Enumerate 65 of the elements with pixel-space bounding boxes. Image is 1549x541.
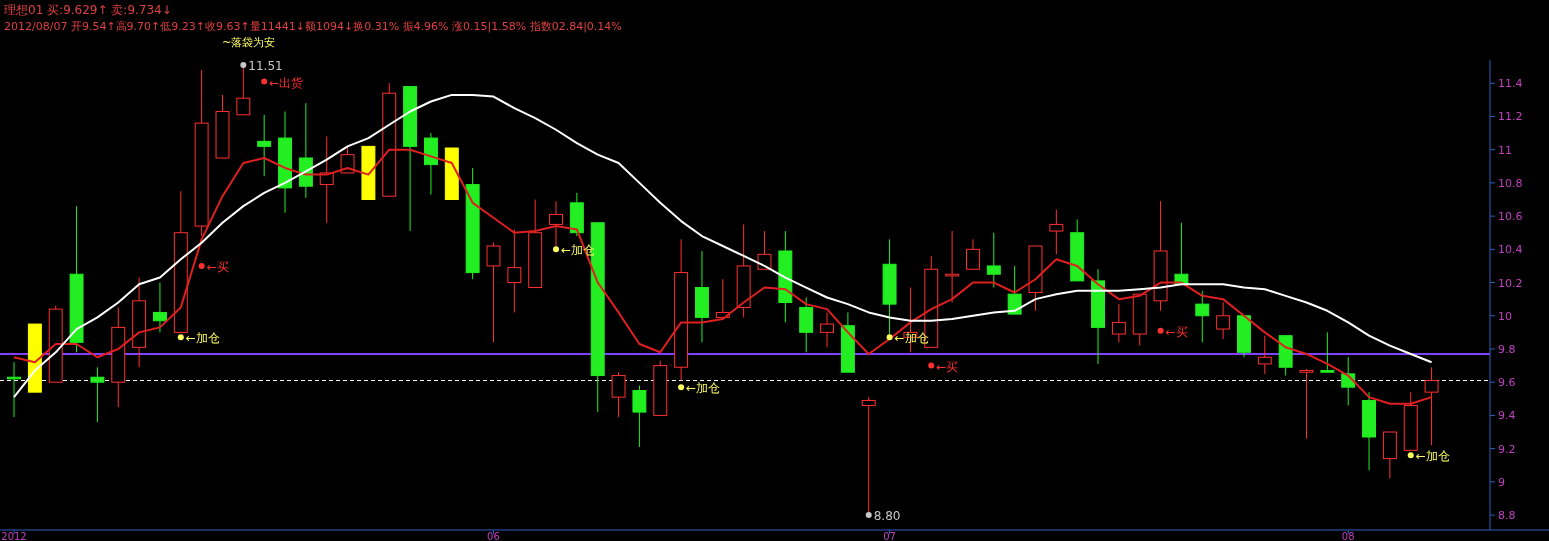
point — [1407, 452, 1414, 459]
y-tick-label: 11.2 — [1498, 110, 1523, 124]
y-tick-label: 8.8 — [1498, 509, 1516, 523]
candlestick — [1257, 335, 1272, 375]
point — [865, 512, 872, 519]
data-label: 8.80 — [873, 509, 901, 524]
candlestick — [1320, 331, 1335, 373]
candlestick — [7, 361, 21, 418]
y-tick-label: 9.4 — [1498, 409, 1516, 423]
y-tick-label: 9.8 — [1498, 342, 1516, 356]
data-label: ←买 — [1165, 324, 1188, 339]
candlestick — [632, 385, 647, 448]
x-tick-label: 07 — [883, 531, 896, 541]
candlestick — [1216, 301, 1231, 340]
candlestick — [257, 114, 272, 177]
candlestick — [549, 200, 563, 247]
data-label: ←加仓 — [185, 331, 220, 346]
candlestick — [507, 228, 522, 313]
point — [1157, 327, 1164, 334]
data-label: ←加仓 — [686, 381, 721, 396]
candlestick — [1424, 366, 1439, 446]
y-tick-label: 10.4 — [1498, 243, 1523, 257]
candlestick — [1049, 208, 1064, 255]
candlestick — [986, 232, 1001, 289]
y-tick-label: 11 — [1498, 143, 1512, 157]
point — [198, 262, 205, 269]
point — [928, 362, 935, 369]
point — [553, 246, 560, 253]
data-label: ←买 — [206, 259, 229, 274]
data-label: ←买 — [936, 359, 959, 374]
candlestick — [1111, 303, 1126, 343]
point — [678, 384, 685, 391]
candlestick — [152, 282, 167, 333]
y-tick-label: 9.2 — [1498, 442, 1516, 456]
candlestick — [1007, 265, 1022, 315]
text: 2012/08/07 开9.54↑高9.70↑低9.23↑收9.63↑量11441↓额1094↓换0.31% 振4.96% 涨0.15|1.58% 指数02.84|0.14% — [4, 20, 622, 33]
y-tick-label: 10.8 — [1498, 176, 1523, 190]
chart-subtitle: 理想01 买:9.629↑ 卖:9.734↓ — [4, 3, 172, 17]
candlestick — [1195, 290, 1210, 343]
y-tick-label: 10.6 — [1498, 210, 1523, 224]
candlestick — [820, 311, 834, 348]
data-label: ←加仓 — [1415, 449, 1450, 464]
y-tick-label: 9.6 — [1498, 376, 1516, 390]
y-tick-label: 11.4 — [1498, 77, 1523, 91]
candlestick — [1299, 368, 1314, 440]
point — [177, 334, 184, 341]
point — [886, 334, 893, 341]
point — [240, 61, 247, 68]
data-label: 11.51 — [248, 58, 283, 73]
candlestick — [236, 64, 251, 116]
candlestick — [945, 230, 960, 303]
line-series — [13, 148, 1433, 405]
x-tick-label: 08 — [1341, 531, 1355, 541]
point — [261, 78, 268, 85]
candlestick — [611, 371, 626, 418]
x-tick-label: 06 — [487, 531, 500, 541]
x-tick-label: 2012 — [1, 531, 27, 541]
y-tick-label: 10 — [1498, 309, 1512, 323]
y-tick-label: 9 — [1498, 475, 1505, 489]
candlestick — [486, 242, 501, 343]
candlestick — [90, 366, 105, 423]
y-tick-label: 10.2 — [1498, 276, 1523, 290]
candlestick — [965, 238, 980, 270]
text: ~落袋为安 — [222, 36, 276, 49]
data-label: ←出货 — [269, 75, 304, 90]
